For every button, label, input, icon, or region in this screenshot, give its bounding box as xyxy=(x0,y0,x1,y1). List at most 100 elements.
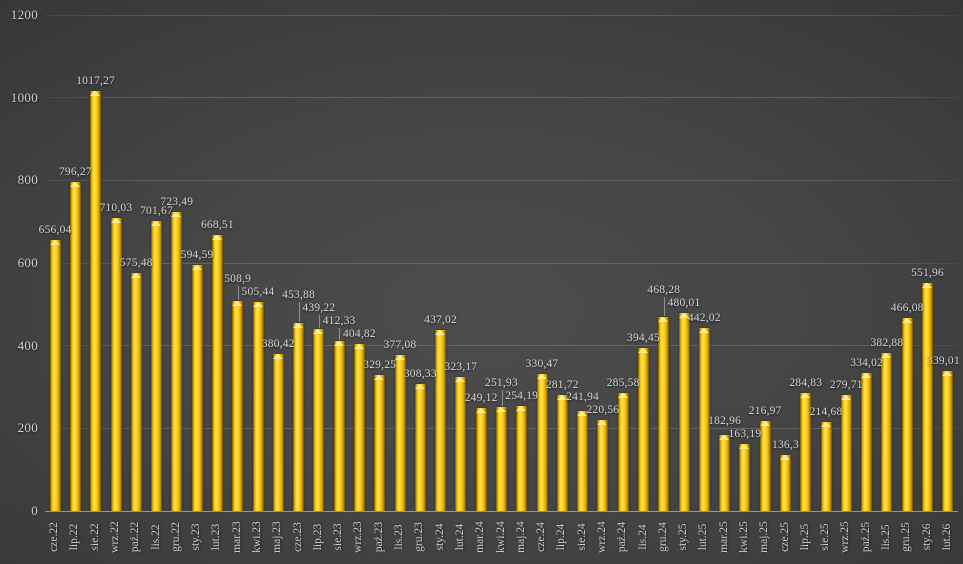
x-axis-category-label: lis.23 xyxy=(393,524,406,550)
x-axis-category-label: lip.24 xyxy=(555,523,568,551)
bar xyxy=(435,330,447,511)
bar xyxy=(313,329,325,511)
bar-top-bevel xyxy=(516,405,527,411)
bar xyxy=(922,282,934,511)
x-axis-category-label: paź.24 xyxy=(616,521,629,553)
bar xyxy=(861,372,873,511)
bar xyxy=(678,312,690,511)
x-axis-category-label: lis.25 xyxy=(879,524,892,550)
bar-top-bevel xyxy=(901,318,912,324)
bar-top-bevel xyxy=(272,353,283,359)
bar xyxy=(617,392,629,511)
bar-value-label: 323,17 xyxy=(444,361,478,374)
x-axis-category-label: sty.26 xyxy=(920,523,933,551)
bar-value-label: 412,33 xyxy=(322,314,356,327)
bar-value-label: 285,58 xyxy=(606,376,640,389)
bar-value-label: 505,44 xyxy=(241,286,275,299)
gridline xyxy=(45,14,958,16)
bar xyxy=(90,90,102,511)
x-axis-category-label: lis.24 xyxy=(636,524,649,550)
x-axis-category-label: mar.24 xyxy=(474,521,487,553)
bar xyxy=(69,181,81,511)
bar xyxy=(110,217,122,511)
y-axis-tick-label: 800 xyxy=(17,172,38,188)
bar-value-label: 575,48 xyxy=(119,257,153,270)
x-axis-category-label: sie.22 xyxy=(88,523,101,551)
bar-value-label: 466,08 xyxy=(890,302,924,315)
bar xyxy=(496,406,507,511)
x-axis-category-label: cze.24 xyxy=(535,522,548,552)
bar-top-bevel xyxy=(556,394,567,400)
bar-top-bevel xyxy=(69,181,80,187)
bar-value-label: 480,01 xyxy=(667,296,701,309)
bar-top-bevel xyxy=(658,317,669,323)
x-axis-category-label: lip.23 xyxy=(311,523,324,551)
bar-top-bevel xyxy=(90,90,101,96)
bar xyxy=(759,421,771,511)
x-axis-category-label: paź.25 xyxy=(859,521,872,553)
gridline xyxy=(45,97,958,99)
bar xyxy=(739,443,751,511)
label-leader-line xyxy=(318,314,320,329)
bar-value-label: 241,94 xyxy=(566,390,599,403)
bar-value-label: 136,3 xyxy=(772,438,799,451)
bar-value-label: 284,83 xyxy=(789,377,823,390)
x-axis-category-label: cze.23 xyxy=(291,522,304,552)
bar-value-label: 710,03 xyxy=(99,201,133,214)
x-axis-category-label: sty.23 xyxy=(190,523,203,551)
bar-value-label: 382,88 xyxy=(870,336,904,349)
bar-value-label: 220,56 xyxy=(586,403,620,416)
bar-top-bevel xyxy=(191,265,202,271)
bar-value-label: 249,12 xyxy=(464,392,498,405)
bar-top-bevel xyxy=(414,383,425,389)
bar xyxy=(414,383,426,511)
x-axis-line xyxy=(45,511,958,512)
bar-top-bevel xyxy=(252,302,263,308)
bar xyxy=(901,318,913,511)
x-axis-category-label: cze.22 xyxy=(48,522,61,552)
x-axis-category-label: lut.23 xyxy=(210,523,223,551)
bar-top-bevel xyxy=(780,454,791,460)
y-axis-tick-label: 200 xyxy=(17,420,38,436)
bar xyxy=(130,273,142,511)
bar-value-label: 214,68 xyxy=(809,406,843,419)
bar-top-bevel xyxy=(49,239,60,245)
bar xyxy=(151,220,163,511)
bar xyxy=(840,395,852,511)
bar-value-label: 439,22 xyxy=(302,301,336,314)
bar-top-bevel xyxy=(475,408,486,414)
x-axis-category-label: gru.22 xyxy=(169,522,182,552)
bar-value-label: 656,04 xyxy=(38,223,72,236)
bar xyxy=(49,239,61,511)
bar-top-bevel xyxy=(800,393,811,399)
bar-value-label: 796,27 xyxy=(58,165,92,178)
x-axis-category-label: mar.23 xyxy=(230,521,243,553)
bar-top-bevel xyxy=(881,352,892,358)
bar-value-label: 330,47 xyxy=(525,358,559,371)
bar-top-bevel xyxy=(739,443,750,449)
bar-value-label: 1017,27 xyxy=(76,74,115,87)
bar xyxy=(638,347,650,511)
bar-value-label: 723,49 xyxy=(160,195,194,208)
x-axis-category-label: sie.24 xyxy=(575,523,588,551)
x-axis-category-label: maj.23 xyxy=(271,521,284,553)
bar xyxy=(698,328,710,511)
bar-top-bevel xyxy=(394,355,405,361)
x-axis-category-label: kwi.24 xyxy=(494,521,507,553)
bar-top-bevel xyxy=(861,372,872,378)
x-axis-category-label: kwi.25 xyxy=(737,521,750,553)
bar-value-label: 182,96 xyxy=(708,414,741,427)
bar-value-label: 468,28 xyxy=(647,283,681,296)
x-axis-category-label: gru.25 xyxy=(900,522,913,552)
bar-top-bevel xyxy=(577,410,588,416)
bar-value-label: 508,9 xyxy=(224,273,252,286)
label-leader-line xyxy=(501,389,503,406)
gridline xyxy=(45,179,958,181)
x-axis-category-label: wrz.23 xyxy=(352,521,365,553)
bar-value-label: 377,08 xyxy=(383,339,417,352)
x-axis-category-label: lut.24 xyxy=(453,523,466,551)
bar-value-label: 453,88 xyxy=(282,288,315,301)
bar-value-label: 394,45 xyxy=(627,331,660,344)
x-axis-category-label: gru.23 xyxy=(413,522,426,552)
x-axis-category-label: gru.24 xyxy=(656,522,669,552)
